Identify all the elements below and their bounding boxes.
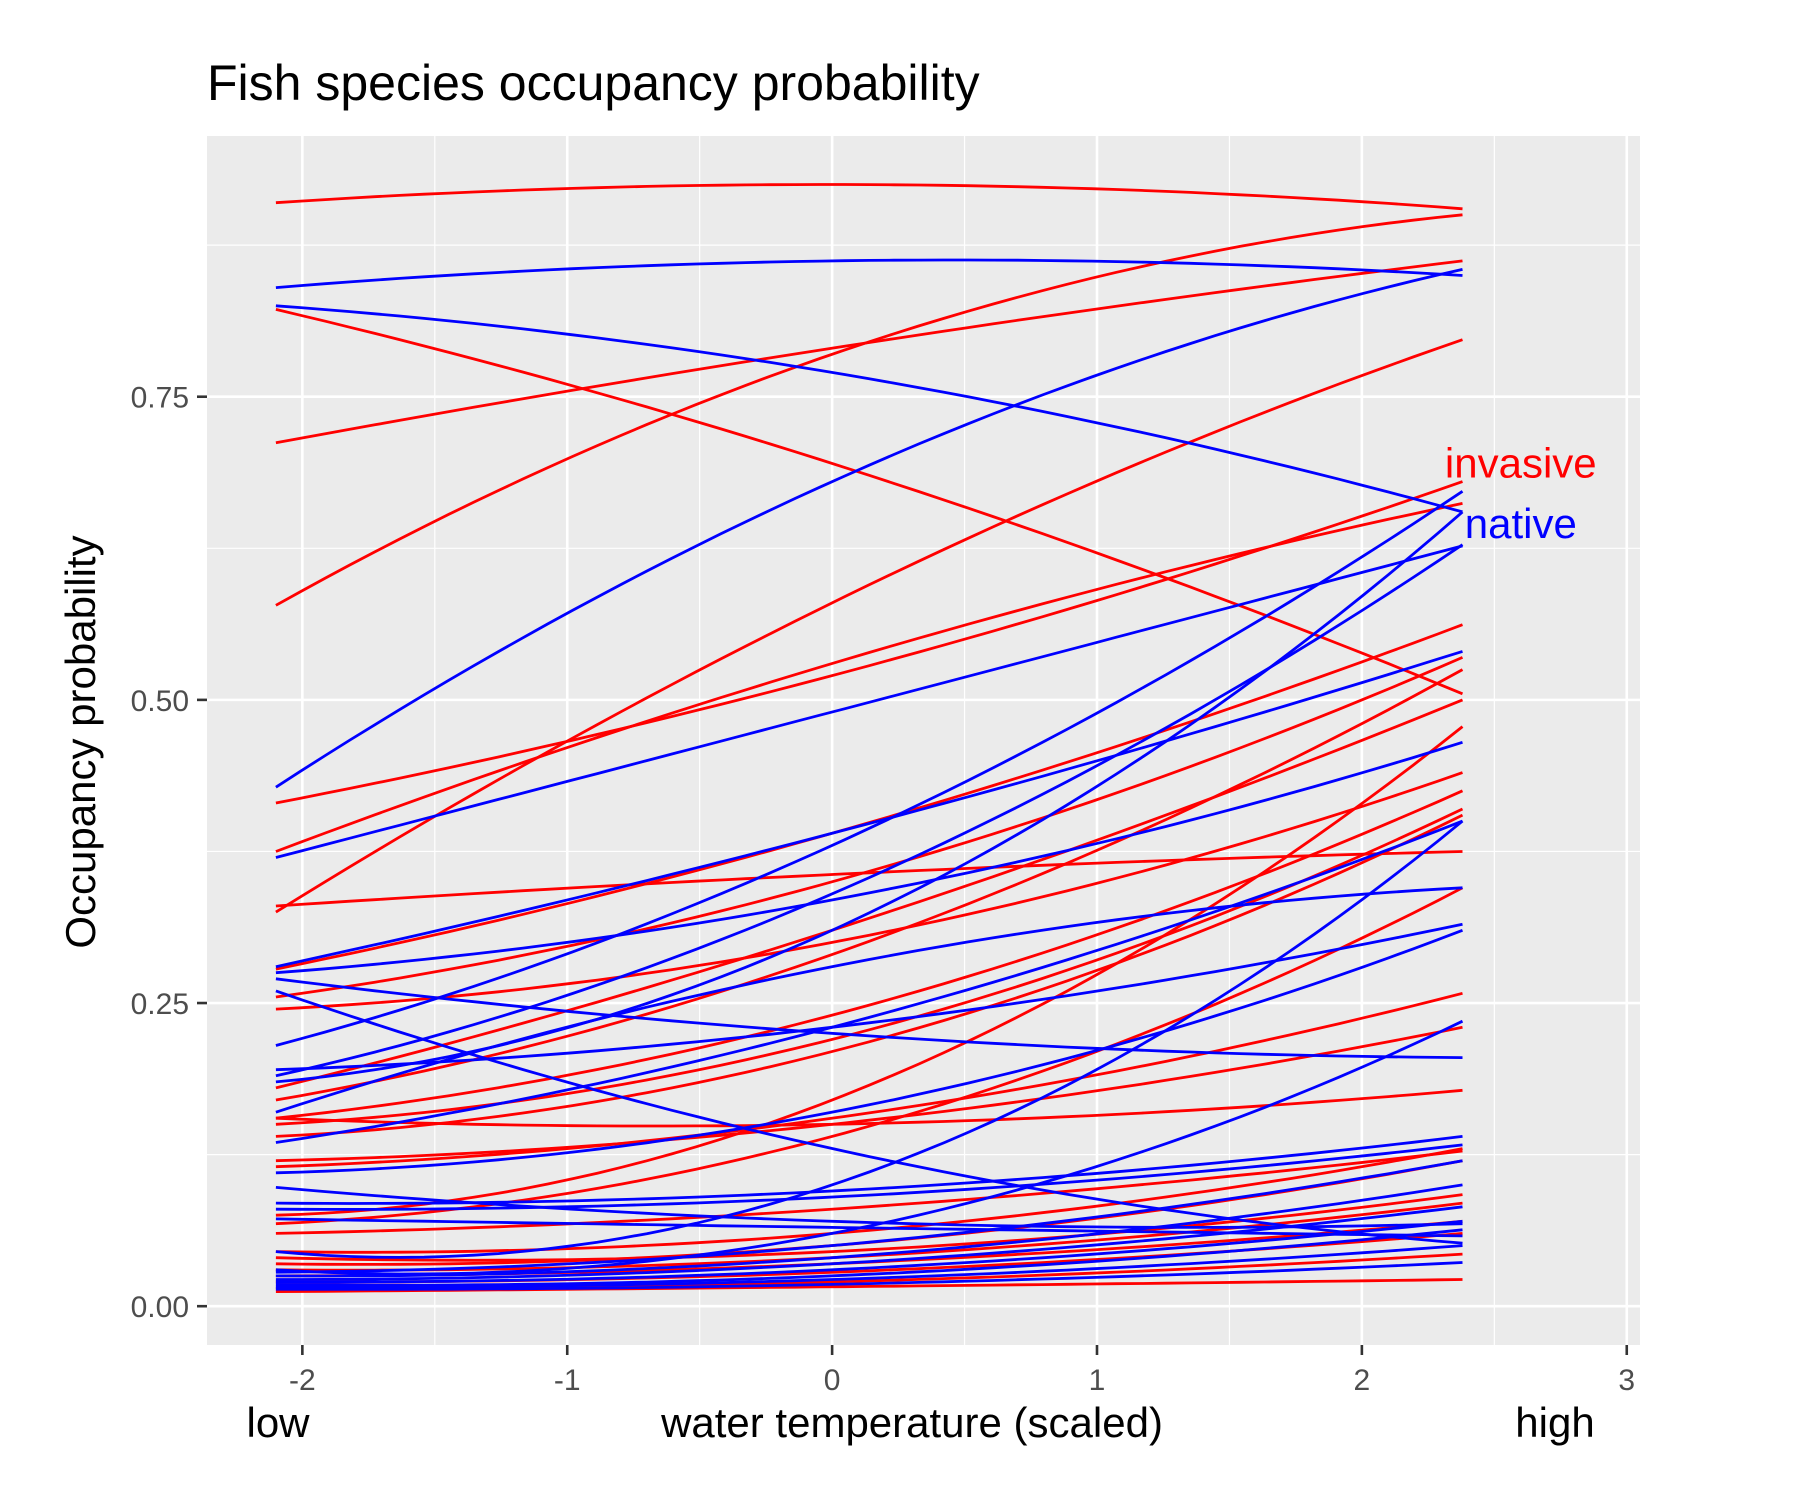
minor-gridlines (207, 136, 1640, 1345)
series-line-invasive-22 (275, 1147, 1463, 1254)
series-line-invasive-10 (275, 771, 1463, 1011)
annotation-invasive: invasive (1445, 439, 1597, 486)
series-line-invasive-5 (275, 338, 1463, 914)
series-line-invasive-14 (275, 807, 1464, 1126)
series-lines (275, 183, 1464, 1293)
y-axis-title: Occupancy probability (57, 535, 104, 948)
series-line-native-52 (275, 1183, 1463, 1278)
series-line-native-38 (275, 490, 1464, 1047)
series-line-native-36 (275, 977, 1463, 1059)
series-line-native-53 (275, 1205, 1463, 1281)
series-line-native-40 (275, 922, 1463, 1072)
x-tick-label: 3 (1618, 1364, 1635, 1397)
x-tick-label: -2 (289, 1364, 316, 1397)
series-line-invasive-21 (275, 1149, 1463, 1235)
series-line-invasive-13 (275, 789, 1464, 1120)
series-line-native-55 (275, 1228, 1463, 1287)
x-axis-title: water temperature (scaled) (660, 1399, 1163, 1446)
series-line-invasive-1 (275, 308, 1464, 696)
series-line-native-35 (275, 740, 1463, 975)
series-line-invasive-11 (275, 698, 1464, 1090)
series-line-native-30 (275, 258, 1463, 289)
series-line-invasive-6 (275, 502, 1463, 853)
series-line-invasive-24 (275, 1193, 1463, 1262)
series-line-native-51 (275, 1159, 1463, 1274)
series-line-native-49 (275, 820, 1464, 1259)
series-line-native-48 (275, 1217, 1463, 1238)
series-line-invasive-20 (275, 886, 1464, 1226)
series-line-invasive-18 (275, 991, 1463, 1169)
series-line-invasive-15 (275, 813, 1464, 1138)
y-axis: 0.00 0.25 0.50 0.75 (131, 382, 207, 1324)
series-line-native-32 (275, 268, 1463, 789)
x-tick-label: 0 (824, 1364, 841, 1397)
series-line-native-57 (275, 1261, 1463, 1291)
series-line-native-44 (275, 928, 1463, 1175)
series-line-native-47 (275, 1143, 1463, 1211)
x-tick-label: 2 (1354, 1364, 1371, 1397)
x-high-label: high (1515, 1399, 1594, 1446)
x-tick-label: -1 (554, 1364, 581, 1397)
series-line-native-31 (275, 304, 1463, 514)
series-line-native-33 (275, 544, 1463, 859)
series-line-invasive-9 (275, 656, 1464, 999)
series-line-invasive-7 (275, 850, 1463, 908)
annotation-native: native (1465, 500, 1577, 547)
series-line-native-34 (275, 650, 1463, 969)
x-axis: -2 -1 0 1 2 3 (289, 1345, 1635, 1397)
chart-title: Fish species occupancy probability (207, 55, 980, 111)
y-tick-label: 0.50 (131, 685, 189, 718)
series-line-native-46 (275, 1135, 1463, 1205)
series-line-native-42 (275, 886, 1463, 1114)
series-line-invasive-3 (275, 213, 1463, 607)
y-tick-label: 0.00 (131, 1291, 189, 1324)
y-tick-label: 0.25 (131, 988, 189, 1021)
series-line-native-43 (275, 819, 1464, 1144)
group-annotations: invasive native (1445, 439, 1597, 547)
x-tick-label: 1 (1089, 1364, 1106, 1397)
series-line-native-54 (275, 1219, 1463, 1284)
series-line-invasive-0 (275, 183, 1463, 211)
y-tick-label: 0.75 (131, 382, 189, 415)
series-line-native-56 (275, 1244, 1463, 1289)
x-low-label: low (246, 1399, 310, 1446)
series-line-native-37 (275, 989, 1463, 1245)
series-line-invasive-19 (275, 725, 1464, 1217)
series-line-invasive-17 (275, 1025, 1463, 1163)
series-line-invasive-16 (275, 1088, 1463, 1128)
